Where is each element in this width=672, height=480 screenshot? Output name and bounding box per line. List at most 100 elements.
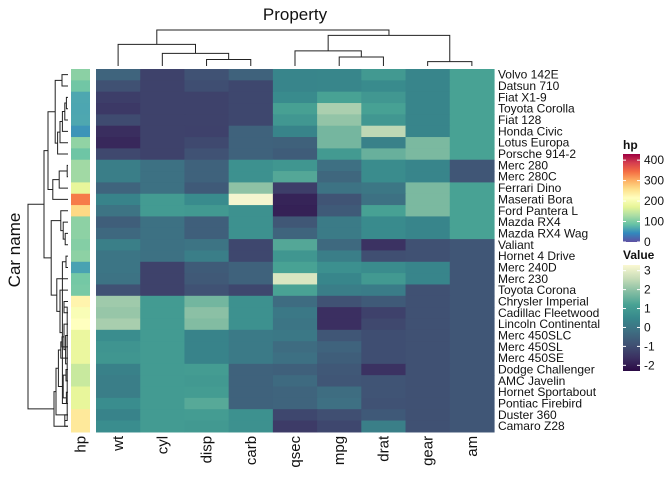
heatmap-cell (96, 80, 141, 93)
heatmap-cell (449, 341, 495, 354)
heatmap-cell (184, 329, 230, 342)
heatmap-cell (449, 159, 495, 172)
heatmap-cell (96, 375, 141, 388)
heatmap-cell (317, 341, 362, 354)
row-label: Fiat X1-9 (498, 90, 547, 104)
heatmap-cell (272, 91, 318, 104)
column-label: mpg (331, 436, 348, 465)
hp-cell (71, 329, 90, 342)
heatmap-cell (272, 148, 318, 161)
column-label: cyl (154, 436, 171, 454)
hp-cell (71, 205, 90, 218)
heatmap-cell (96, 171, 141, 183)
heatmap-cell (361, 409, 407, 422)
heatmap-cell (361, 239, 407, 252)
heatmap-cell (272, 386, 318, 399)
heatmap-cell (317, 375, 362, 388)
heatmap-cell (96, 114, 141, 127)
heatmap-cell (317, 125, 362, 138)
heatmap-cell (228, 193, 274, 206)
heatmap-cell (96, 363, 141, 376)
heatmap-cell (96, 329, 141, 342)
heatmap-cell (140, 182, 186, 195)
row-label: Toyota Corona (498, 283, 576, 297)
heatmap-cell (449, 295, 495, 308)
dendrogram-branch (66, 164, 68, 178)
heatmap-cell (405, 295, 451, 308)
heatmap-cell (272, 352, 318, 365)
heatmap-cell (405, 386, 451, 399)
heatmap-cell (228, 352, 274, 365)
hp-cell (71, 137, 90, 149)
heatmap-cell (228, 182, 274, 195)
column-label: gear (420, 436, 437, 466)
heatmap-cell (405, 341, 451, 354)
hp-legend-tick-label: 200 (644, 194, 664, 208)
row-label: Hornet 4 Drive (498, 249, 576, 263)
hp-legend: hp 0 100 200 300 400 (623, 138, 664, 249)
heatmap-cell (140, 273, 186, 286)
heatmap-cell (184, 375, 230, 388)
hp-cell (71, 114, 90, 127)
heatmap-cell (184, 69, 230, 81)
heatmap-cell (184, 114, 230, 127)
heatmap-cell (317, 284, 362, 297)
heatmap-cell (272, 103, 318, 115)
heatmap-cell (361, 216, 407, 229)
column-label: qsec (287, 435, 304, 467)
heatmap-cell (228, 239, 274, 252)
heatmap-cell (228, 397, 274, 410)
heatmap-cell (361, 91, 407, 104)
hp-cell (71, 216, 90, 229)
heatmap-cell (228, 273, 274, 286)
hp-cell (71, 182, 90, 195)
heatmap-cell (317, 182, 362, 195)
heatmap-cell (317, 114, 362, 127)
heatmap-cell (449, 227, 495, 240)
heatmap-cell (317, 250, 362, 263)
heatmap-cell (140, 239, 186, 252)
value-legend-tick-label: 3 (644, 264, 651, 278)
row-dendrogram (27, 74, 68, 427)
heatmap-cell (272, 205, 318, 218)
dendrogram-branch (47, 111, 56, 190)
heatmap-cell (361, 182, 407, 195)
heatmap-cell (449, 375, 495, 388)
heatmap-cell (361, 69, 407, 81)
heatmap-cell (405, 250, 451, 263)
heatmap-cell (449, 250, 495, 263)
heatmap-cell (317, 409, 362, 422)
heatmap-cell (228, 80, 274, 93)
dendrogram-branch (64, 232, 68, 246)
row-label: Toyota Corolla (498, 102, 575, 116)
heatmap-cell (361, 171, 407, 183)
value-legend-tick-label: 0 (644, 320, 651, 334)
value-legend-tick-label: 1 (644, 302, 651, 316)
heatmap-cell (317, 261, 362, 274)
heatmap-cell (317, 352, 362, 365)
heatmap-cell (140, 114, 186, 127)
hp-cell (71, 103, 90, 115)
heatmap-cell (228, 307, 274, 320)
hp-legend-tick-label: 400 (644, 153, 664, 167)
dendrogram-branch (65, 255, 68, 268)
heatmap-cell (405, 193, 451, 206)
heatmap-cell (317, 318, 362, 331)
heatmap-cell (361, 397, 407, 410)
heatmap-cell (361, 148, 407, 161)
column-labels: hp wt cyl disp carb qsec mpg drat gear am (73, 435, 481, 468)
heatmap-cell (272, 341, 318, 354)
heatmap-cell (317, 227, 362, 240)
heatmap-cell (140, 420, 186, 433)
row-label: Merc 450SE (498, 351, 564, 365)
value-legend-tick-label: -1 (644, 339, 655, 353)
heatmap-cell (96, 91, 141, 104)
heatmap-cell (228, 103, 274, 115)
heatmap-cell (184, 227, 230, 240)
heatmap-cell (184, 318, 230, 331)
column-label: disp (199, 436, 216, 464)
column-dendrogram (117, 29, 473, 66)
heatmap-cell (449, 329, 495, 342)
heatmap-cell (228, 125, 274, 138)
heatmap-cell (405, 375, 451, 388)
